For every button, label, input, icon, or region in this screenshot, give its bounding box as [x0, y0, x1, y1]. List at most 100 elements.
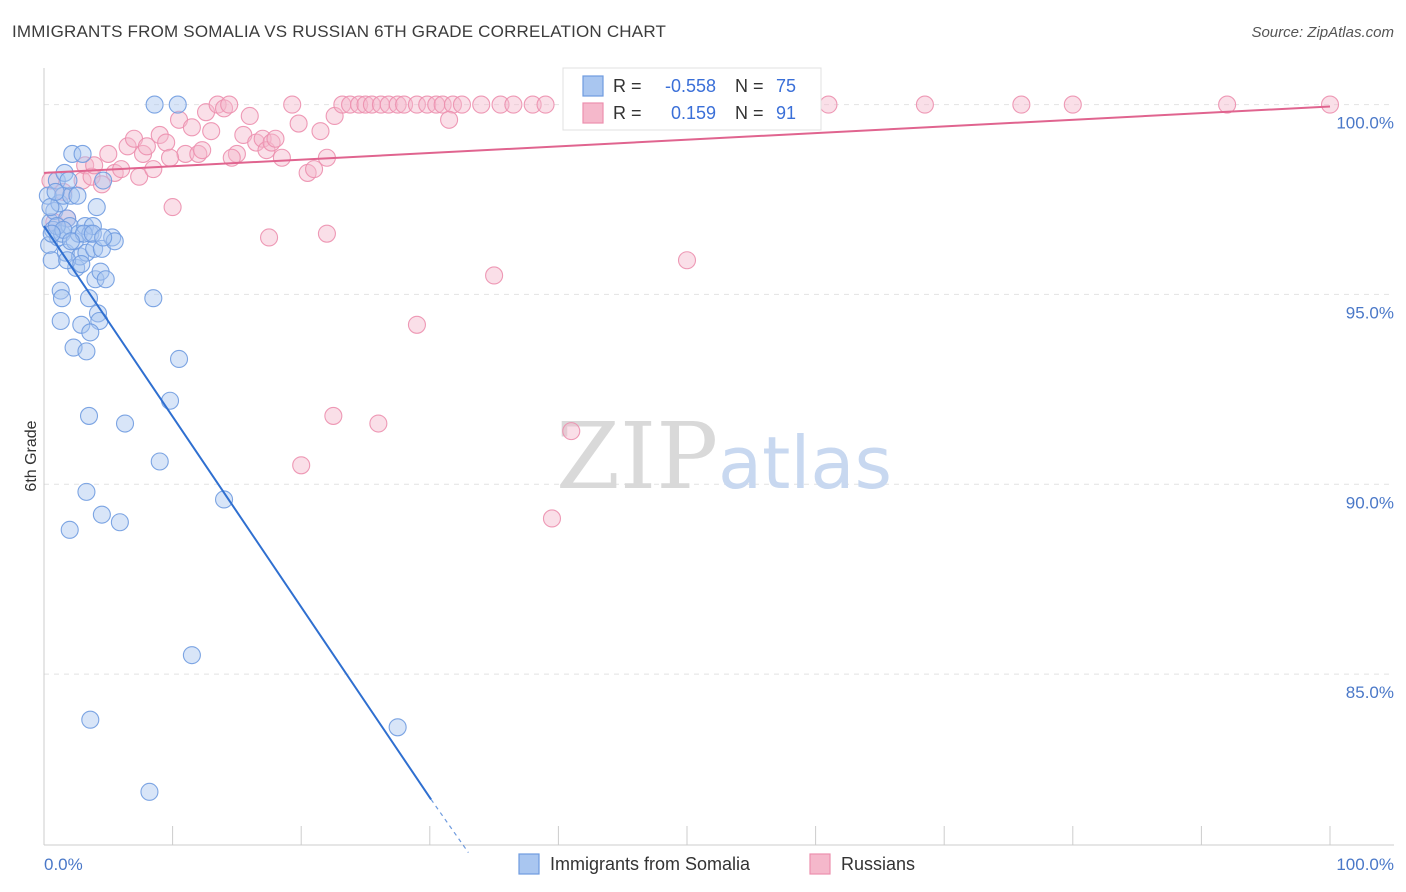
- y-tick-label-1: 90.0%: [1346, 493, 1394, 512]
- russia-point-84: [369, 414, 388, 433]
- russia-point-90: [160, 148, 180, 167]
- russia-point-64: [504, 95, 523, 114]
- somalia-point-56: [169, 349, 189, 369]
- russia-point-79: [259, 228, 279, 247]
- somalia-point-69: [61, 232, 81, 251]
- stats-somalia-n-label: N =: [735, 76, 764, 96]
- russia-point-75: [1063, 95, 1082, 114]
- russia-point-55: [395, 95, 414, 114]
- x-tick-labels: 0.0% 100.0%: [44, 855, 1394, 874]
- axes: [43, 68, 1394, 846]
- somalia-point-52: [145, 95, 164, 114]
- russia-point-56: [407, 95, 426, 114]
- stats-russia-n-label: N =: [735, 103, 764, 123]
- somalia-trendline-extension: [430, 799, 469, 853]
- somalia-point-54: [150, 452, 169, 471]
- somalia-point-64: [46, 182, 65, 201]
- somalia-point-44: [81, 323, 100, 342]
- somalia-point-43: [77, 342, 96, 361]
- russia-point-33: [240, 106, 259, 126]
- russia-point-82: [677, 251, 697, 270]
- somalia-point-49: [110, 513, 129, 532]
- russia-point-9: [99, 144, 118, 163]
- watermark-zip: ZIP: [556, 403, 718, 510]
- somalia-point-60: [81, 710, 100, 729]
- somalia-point-51: [115, 414, 135, 433]
- russia-point-59: [433, 95, 452, 114]
- somalia-point-61: [140, 782, 159, 801]
- somalia-point-65: [59, 171, 78, 190]
- x-tick-label-0: 0.0%: [44, 855, 83, 874]
- x-tick-label-1: 100.0%: [1336, 855, 1394, 874]
- russia-point-87: [542, 509, 562, 528]
- stats-somalia-swatch: [582, 75, 604, 97]
- somalia-point-58: [182, 646, 201, 665]
- somalia-point-48: [92, 505, 111, 524]
- chart-title: IMMIGRANTS FROM SOMALIA VS RUSSIAN 6TH G…: [12, 22, 667, 41]
- russia-trendline: [43, 105, 1331, 174]
- russia-point-54: [388, 95, 407, 114]
- russia-point-30: [220, 95, 239, 114]
- russia-point-39: [272, 148, 291, 167]
- legend-russia-label: Russians: [841, 854, 915, 874]
- russia-point-18: [150, 125, 169, 145]
- russia-point-41: [289, 114, 308, 133]
- somalia-point-74: [94, 228, 113, 247]
- russia-point-20: [163, 198, 182, 217]
- somalia-point-30: [87, 198, 106, 217]
- russia-point-12: [118, 137, 137, 156]
- russia-point-43: [305, 160, 324, 179]
- russia-point-85: [292, 456, 311, 475]
- somalia-point-50: [60, 520, 79, 539]
- russia-point-77: [1320, 95, 1340, 114]
- russia-point-44: [311, 122, 330, 141]
- russia-point-19: [157, 133, 176, 152]
- russia-point-61: [452, 95, 472, 114]
- russia-point-78: [317, 224, 336, 243]
- russia-point-6: [82, 167, 101, 186]
- stats-russia-swatch: [582, 102, 604, 124]
- russia-point-50: [356, 95, 375, 114]
- somalia-point-57: [168, 95, 187, 114]
- stats-russia-r-label: R =: [613, 103, 642, 123]
- somalia-point-22: [73, 144, 92, 163]
- stats-somalia-n-value: 75: [776, 76, 796, 96]
- watermark-atlas: atlas: [718, 421, 892, 505]
- somalia-point-46: [79, 406, 99, 425]
- somalia-points: [38, 95, 407, 801]
- y-tick-label-2: 95.0%: [1346, 303, 1394, 322]
- russia-point-72: [819, 95, 838, 114]
- x-ticks: [172, 826, 1331, 845]
- russia-point-38: [266, 129, 285, 148]
- russia-point-76: [1218, 95, 1237, 114]
- somalia-point-70: [42, 224, 61, 243]
- somalia-point-73: [83, 224, 102, 243]
- somalia-point-47: [77, 482, 96, 501]
- trendlines: [43, 105, 1331, 853]
- russia-point-25: [193, 141, 212, 160]
- watermark: ZIP atlas: [556, 403, 892, 510]
- legend-russia-swatch: [809, 853, 831, 875]
- russia-point-35: [253, 129, 272, 148]
- somalia-point-62: [388, 718, 407, 737]
- y-tick-label-0: 85.0%: [1346, 683, 1394, 702]
- somalia-point-40: [51, 311, 70, 331]
- somalia-point-3: [42, 251, 61, 270]
- legend-somalia-label: Immigrants from Somalia: [550, 854, 751, 874]
- legend-somalia-swatch: [518, 853, 540, 875]
- russia-point-40: [283, 95, 302, 114]
- y-tick-labels: 85.0% 90.0% 95.0% 100.0%: [1336, 114, 1394, 703]
- somalia-point-36: [96, 270, 115, 289]
- somalia-point-25: [79, 289, 99, 308]
- russia-point-27: [202, 122, 221, 141]
- somalia-point-53: [144, 289, 163, 308]
- stats-somalia-r-label: R =: [613, 76, 642, 96]
- y-axis-label: 6th Grade: [23, 420, 40, 491]
- somalia-point-38: [105, 232, 124, 251]
- russia-point-83: [324, 406, 343, 425]
- russia-point-81: [485, 266, 504, 285]
- russia-point-89: [222, 148, 241, 167]
- russia-point-88: [440, 110, 459, 129]
- chart-source: Source: ZipAtlas.com: [1251, 24, 1394, 41]
